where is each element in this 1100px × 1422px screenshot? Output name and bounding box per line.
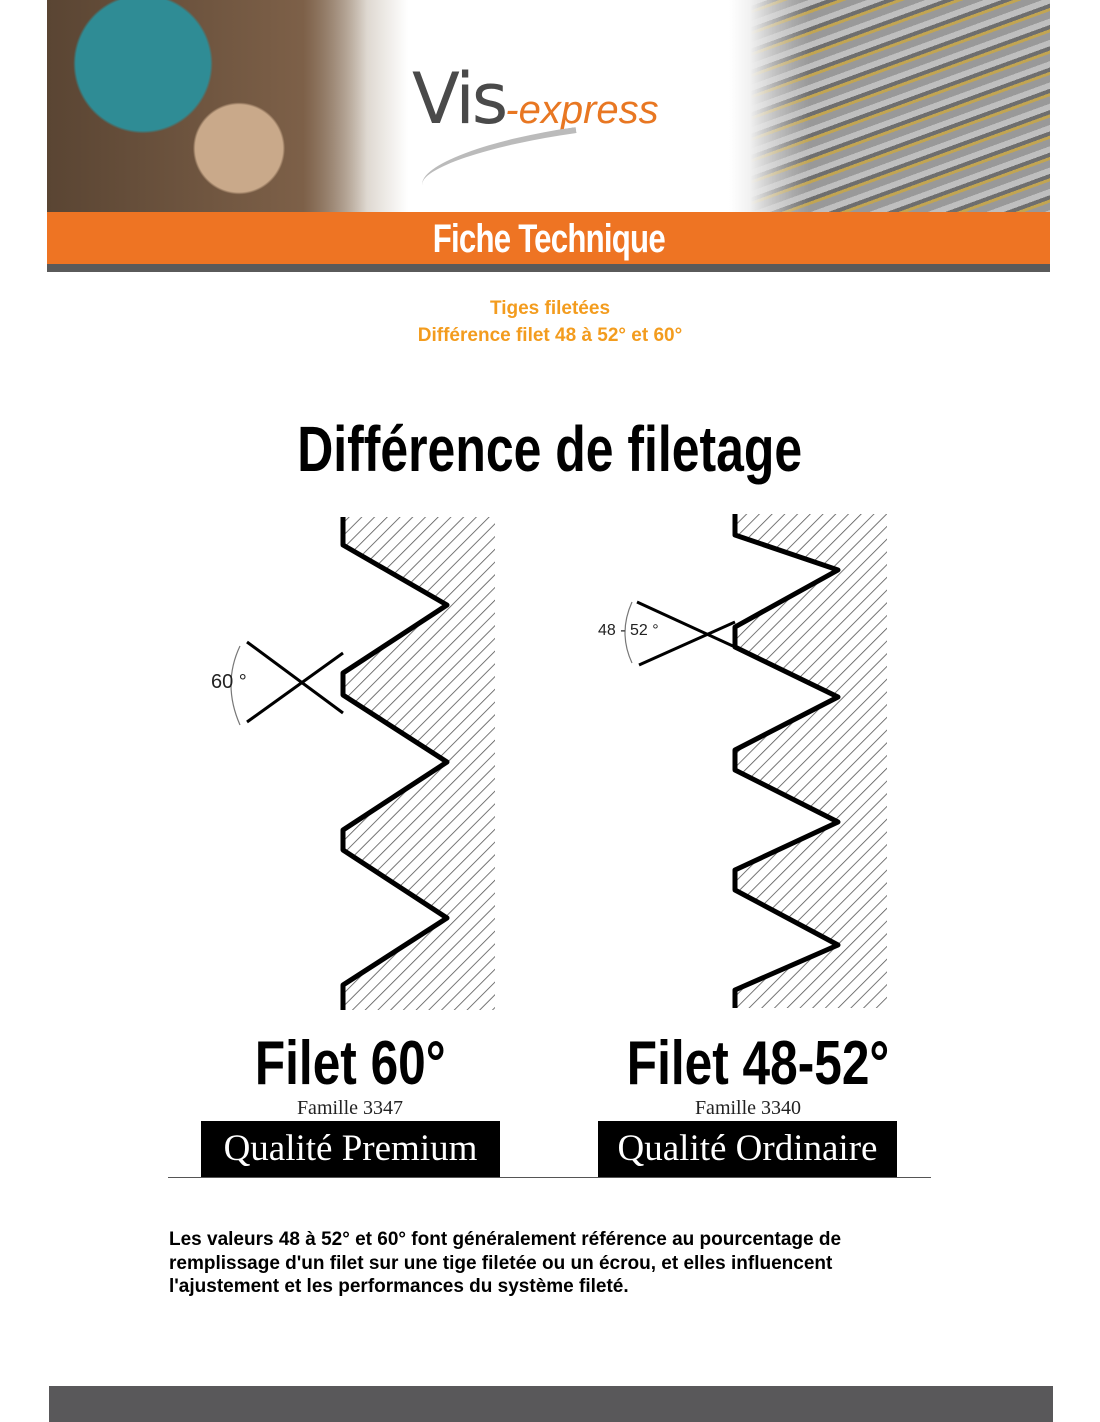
subtitle-2: Différence filet 48 à 52° et 60° — [417, 325, 683, 346]
angle-label-60: 60 ° — [211, 671, 247, 693]
tools-photo — [47, 0, 367, 212]
body-paragraph: Les valeurs 48 à 52° et 60° font général… — [169, 1229, 842, 1297]
banner-title-bar: Fiche Technique — [47, 212, 1050, 264]
thread-name-48-52: Filet 48-52° — [626, 1029, 890, 1098]
divider — [47, 264, 1050, 272]
footer-bar — [49, 1386, 1053, 1422]
thread-60: 60 ° — [211, 517, 495, 1010]
family-3340: Famille 3340 — [694, 1097, 802, 1119]
thread-48-52: 48 - 52 ° — [598, 514, 887, 1008]
logo: Vis-express — [412, 58, 659, 140]
angle-label-48-52: 48 - 52 ° — [598, 622, 659, 639]
screws-photo — [750, 0, 1050, 212]
thread-name-60: Filet 60° — [254, 1029, 446, 1098]
diagram-title: Différence de filetage — [297, 413, 803, 485]
header-banner: Vis-express — [47, 0, 1050, 212]
subtitle-1: Tiges filetées — [489, 298, 611, 319]
family-3347: Famille 3347 — [296, 1097, 404, 1119]
quality-ordinaire-label: Qualité Ordinaire — [598, 1121, 897, 1177]
quality-premium-label: Qualité Premium — [201, 1121, 500, 1177]
diagram-baseline — [168, 1177, 931, 1178]
